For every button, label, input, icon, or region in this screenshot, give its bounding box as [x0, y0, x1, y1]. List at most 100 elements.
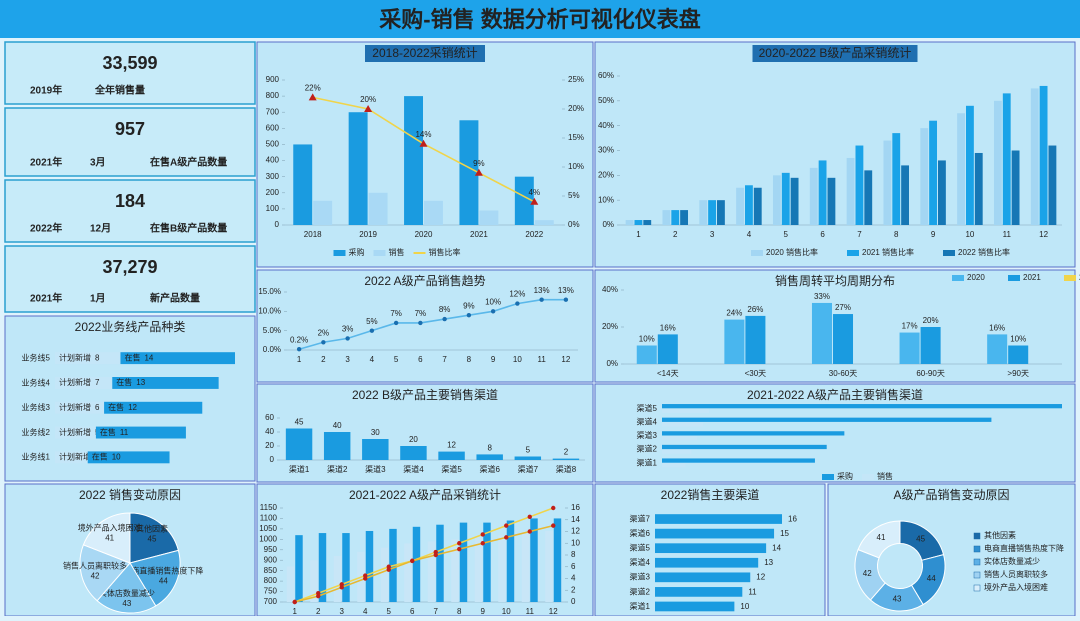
- y-tick-label: 渠道1: [630, 601, 651, 611]
- data-label: 10%: [1010, 335, 1026, 344]
- bar: [404, 543, 412, 602]
- x-tick-label: 2019: [359, 230, 377, 239]
- dashboard-title: 采购-销售 数据分析可视化仪表盘: [379, 7, 700, 32]
- series-name: 在售: [116, 377, 132, 387]
- data-label: 16%: [660, 324, 676, 333]
- y-tick-label: 10.0%: [258, 306, 281, 315]
- y-tick-label: 4: [571, 574, 576, 583]
- bar: [655, 543, 767, 554]
- kpi-card: [4, 107, 256, 177]
- y-tick-label: 渠道1: [637, 457, 658, 467]
- line: [294, 524, 554, 603]
- data-label: 27%: [835, 303, 851, 312]
- x-tick-label: 2021: [470, 230, 488, 239]
- marker: [386, 567, 391, 572]
- y-tick-label: 700: [266, 107, 280, 116]
- value: 8: [95, 354, 100, 363]
- data-label: 43: [893, 595, 902, 604]
- bar: [818, 160, 827, 225]
- legend-swatch: [333, 250, 346, 256]
- bar: [965, 105, 974, 225]
- y-tick-label: 渠道3: [630, 572, 651, 582]
- series-name: 计划新增: [59, 353, 91, 363]
- kpi-label: 2019年: [30, 84, 62, 97]
- data-label: 9%: [473, 159, 485, 168]
- data-label: 其他因素 45: [136, 524, 168, 544]
- y-tick-label: 850: [264, 566, 278, 575]
- kpi-value: 184: [115, 191, 145, 211]
- panel: [256, 483, 594, 617]
- bar: [530, 518, 538, 602]
- bar: [424, 200, 443, 225]
- bar: [993, 100, 1002, 225]
- marker: [527, 514, 532, 520]
- value: 41: [105, 533, 114, 542]
- bar: [365, 530, 374, 602]
- data-label: 在售 13: [116, 377, 145, 387]
- bar: [400, 446, 427, 460]
- data-label: 15: [780, 529, 789, 538]
- title-box: [752, 45, 918, 62]
- marker: [363, 576, 368, 581]
- data-label: 4%: [529, 188, 541, 197]
- marker: [292, 599, 297, 605]
- data-label: 33%: [814, 292, 830, 301]
- data-label: 2: [564, 448, 569, 457]
- legend-swatch: [952, 275, 964, 281]
- legend-label: 采购: [349, 247, 365, 257]
- y-tick-label: 60%: [598, 71, 614, 80]
- x-tick-label: 3: [340, 607, 345, 616]
- x-tick-label: 7: [857, 230, 862, 239]
- line: [294, 507, 554, 603]
- marker: [551, 505, 556, 511]
- legend-label: 电商直播销售热度下降: [984, 543, 1064, 553]
- x-tick-label: 渠道5: [441, 464, 462, 474]
- marker: [369, 328, 375, 333]
- bar: [662, 417, 992, 422]
- x-tick-label: 2: [316, 607, 321, 616]
- bar: [662, 444, 827, 450]
- bar: [655, 572, 751, 583]
- x-tick-label: 2022: [525, 230, 543, 239]
- data-label: 8: [487, 444, 492, 453]
- bar: [112, 377, 219, 389]
- legend-label: 实体店数量减少: [984, 556, 1040, 566]
- y-tick-label: 2: [571, 585, 576, 594]
- bar: [699, 200, 708, 225]
- marker: [480, 541, 485, 546]
- x-tick-label: 2020: [415, 230, 433, 239]
- x-tick-label: 7: [434, 607, 439, 616]
- y-tick-label: 800: [266, 91, 280, 100]
- legend-label: 销售人员离职较多: [984, 569, 1048, 579]
- data-label: 0.2%: [290, 335, 308, 344]
- bar: [368, 192, 388, 225]
- y-tick-label: 业务线3: [22, 402, 51, 412]
- bar: [899, 332, 920, 364]
- bar: [506, 520, 515, 602]
- x-tick-label: 渠道7: [518, 464, 539, 474]
- bar: [974, 152, 983, 225]
- legend-swatch: [1064, 275, 1076, 281]
- bar: [920, 327, 941, 364]
- bar: [545, 530, 553, 602]
- series-name: 在售: [92, 452, 108, 462]
- data-label: 10: [740, 602, 749, 611]
- series-name: 计划新增: [59, 402, 91, 412]
- chart-title: 2021-2022 A级产品主要销售渠道: [747, 387, 923, 402]
- y-tick-label: 渠道4: [630, 557, 651, 567]
- bar: [348, 112, 368, 225]
- bar: [662, 210, 671, 225]
- bar: [438, 451, 465, 460]
- value: 12: [128, 403, 137, 412]
- value: 43: [122, 599, 131, 608]
- kpi-value: 957: [115, 119, 145, 139]
- bar: [636, 345, 657, 364]
- x-tick-label: 11: [537, 355, 546, 364]
- data-label: 10%: [485, 297, 501, 306]
- marker: [527, 529, 532, 534]
- y-tick-label: 渠道5: [630, 543, 651, 553]
- bar: [55, 352, 121, 365]
- legend-label: 销售: [389, 247, 405, 257]
- slice: [96, 562, 157, 614]
- marker: [364, 105, 373, 112]
